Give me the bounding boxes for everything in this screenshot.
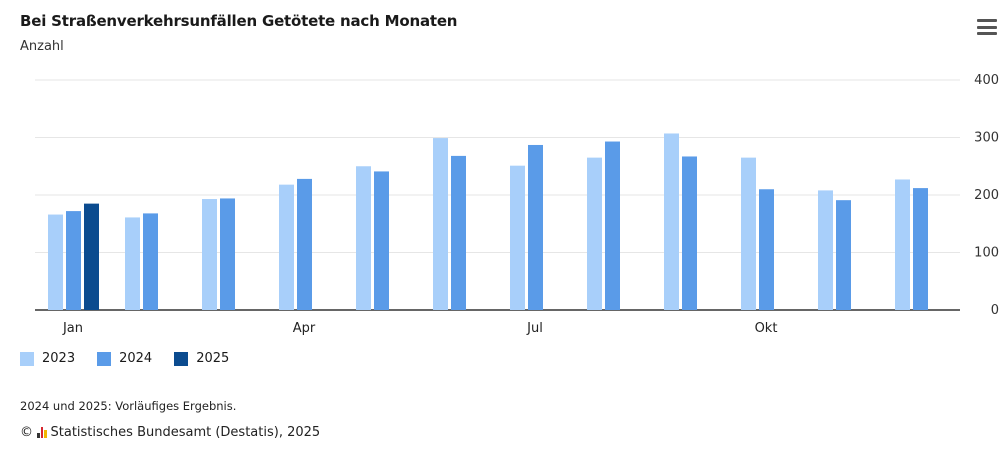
bar-2023-m6[interactable] [433, 138, 448, 310]
legend-item-2024[interactable]: 2024 [97, 351, 152, 366]
bar-2023-m1[interactable] [48, 214, 63, 310]
y-tick-label: 0 [991, 303, 999, 318]
bar-2023-m5[interactable] [356, 166, 371, 310]
source-text: Statistisches Bundesamt (Destatis), 2025 [50, 425, 321, 440]
x-tick-label: Jan [62, 321, 83, 336]
y-tick-label: 400 [974, 73, 999, 88]
bar-2024-m9[interactable] [682, 156, 697, 310]
hamburger-menu-icon[interactable] [977, 19, 997, 37]
y-tick-label: 200 [974, 188, 999, 203]
bar-chart: 0 100 200 300 400 Jan Apr Jul Okt [35, 73, 999, 336]
bar-2024-m7[interactable] [528, 144, 543, 310]
chart-title: Bei Straßenverkehrsunfällen Getötete nac… [20, 12, 458, 30]
legend: 2023 2024 2025 [20, 351, 229, 366]
bar-2023-m4[interactable] [279, 184, 294, 310]
gridlines [35, 79, 960, 311]
bar-2024-m4[interactable] [297, 178, 312, 310]
bar-2025-m1[interactable] [84, 203, 99, 310]
bar-2024-m5[interactable] [374, 171, 389, 310]
bar-2024-m8[interactable] [605, 141, 620, 310]
x-tick-label: Jul [526, 321, 543, 336]
bars [48, 133, 928, 310]
bar-2023-m7[interactable] [510, 165, 525, 310]
legend-label: 2025 [196, 351, 230, 366]
bar-2023-m8[interactable] [587, 157, 602, 310]
bar-2024-m6[interactable] [451, 155, 466, 310]
legend-swatch [20, 351, 34, 366]
y-tick-label: 300 [974, 131, 999, 146]
legend-swatch [174, 351, 189, 366]
chart-subtitle: Anzahl [20, 39, 64, 54]
source-line: © Statistisches Bundesamt (Destatis), 20… [20, 425, 320, 440]
x-tick-label: Apr [293, 321, 316, 336]
legend-swatch [97, 351, 112, 366]
bar-2023-m9[interactable] [664, 133, 679, 310]
bar-2023-m3[interactable] [202, 199, 217, 310]
x-axis-ticks: Jan Apr Jul Okt [62, 321, 777, 336]
legend-label: 2024 [119, 351, 153, 366]
bar-2023-m11[interactable] [818, 190, 833, 310]
bar-2024-m10[interactable] [759, 189, 774, 310]
x-tick-label: Okt [755, 321, 778, 336]
bar-2023-m12[interactable] [895, 179, 910, 310]
copyright-symbol: © [20, 425, 33, 440]
bar-2024-m3[interactable] [220, 198, 235, 310]
legend-item-2023[interactable]: 2023 [20, 351, 75, 366]
footnote: 2024 und 2025: Vorläufiges Ergebnis. [20, 399, 237, 413]
bar-2024-m1[interactable] [66, 211, 81, 310]
destatis-logo-icon [37, 427, 47, 438]
legend-item-2025[interactable]: 2025 [174, 351, 229, 366]
bar-2024-m2[interactable] [143, 213, 158, 310]
bar-2023-m2[interactable] [125, 217, 140, 310]
bar-2023-m10[interactable] [741, 157, 756, 310]
bar-2024-m12[interactable] [913, 188, 928, 310]
y-axis-ticks: 0 100 200 300 400 [974, 73, 999, 318]
bar-2024-m11[interactable] [836, 200, 851, 310]
y-tick-label: 100 [974, 246, 999, 261]
legend-label: 2023 [42, 351, 76, 366]
